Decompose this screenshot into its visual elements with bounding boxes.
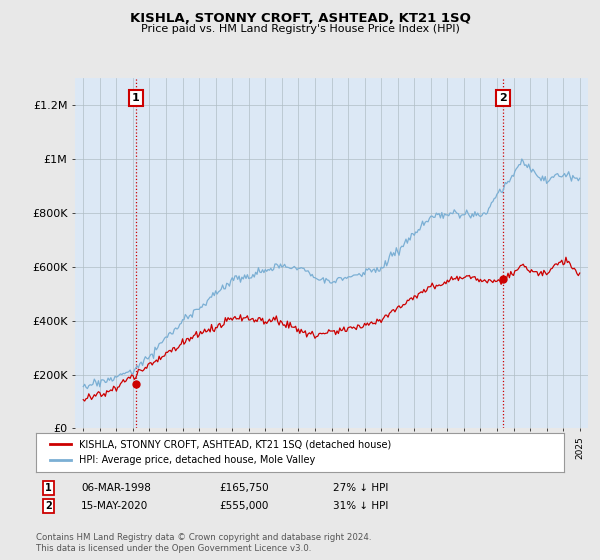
Text: 1: 1 (45, 483, 52, 493)
Text: 27% ↓ HPI: 27% ↓ HPI (333, 483, 388, 493)
Text: 06-MAR-1998: 06-MAR-1998 (81, 483, 151, 493)
Text: 1: 1 (132, 92, 140, 102)
Text: 31% ↓ HPI: 31% ↓ HPI (333, 501, 388, 511)
Text: £555,000: £555,000 (219, 501, 268, 511)
Text: 15-MAY-2020: 15-MAY-2020 (81, 501, 148, 511)
Text: £165,750: £165,750 (219, 483, 269, 493)
Text: 2: 2 (499, 92, 507, 102)
Text: Price paid vs. HM Land Registry's House Price Index (HPI): Price paid vs. HM Land Registry's House … (140, 24, 460, 34)
Text: 2: 2 (45, 501, 52, 511)
Text: KISHLA, STONNY CROFT, ASHTEAD, KT21 1SQ: KISHLA, STONNY CROFT, ASHTEAD, KT21 1SQ (130, 12, 470, 25)
Text: Contains HM Land Registry data © Crown copyright and database right 2024.
This d: Contains HM Land Registry data © Crown c… (36, 533, 371, 553)
Legend: KISHLA, STONNY CROFT, ASHTEAD, KT21 1SQ (detached house), HPI: Average price, de: KISHLA, STONNY CROFT, ASHTEAD, KT21 1SQ … (46, 436, 395, 469)
